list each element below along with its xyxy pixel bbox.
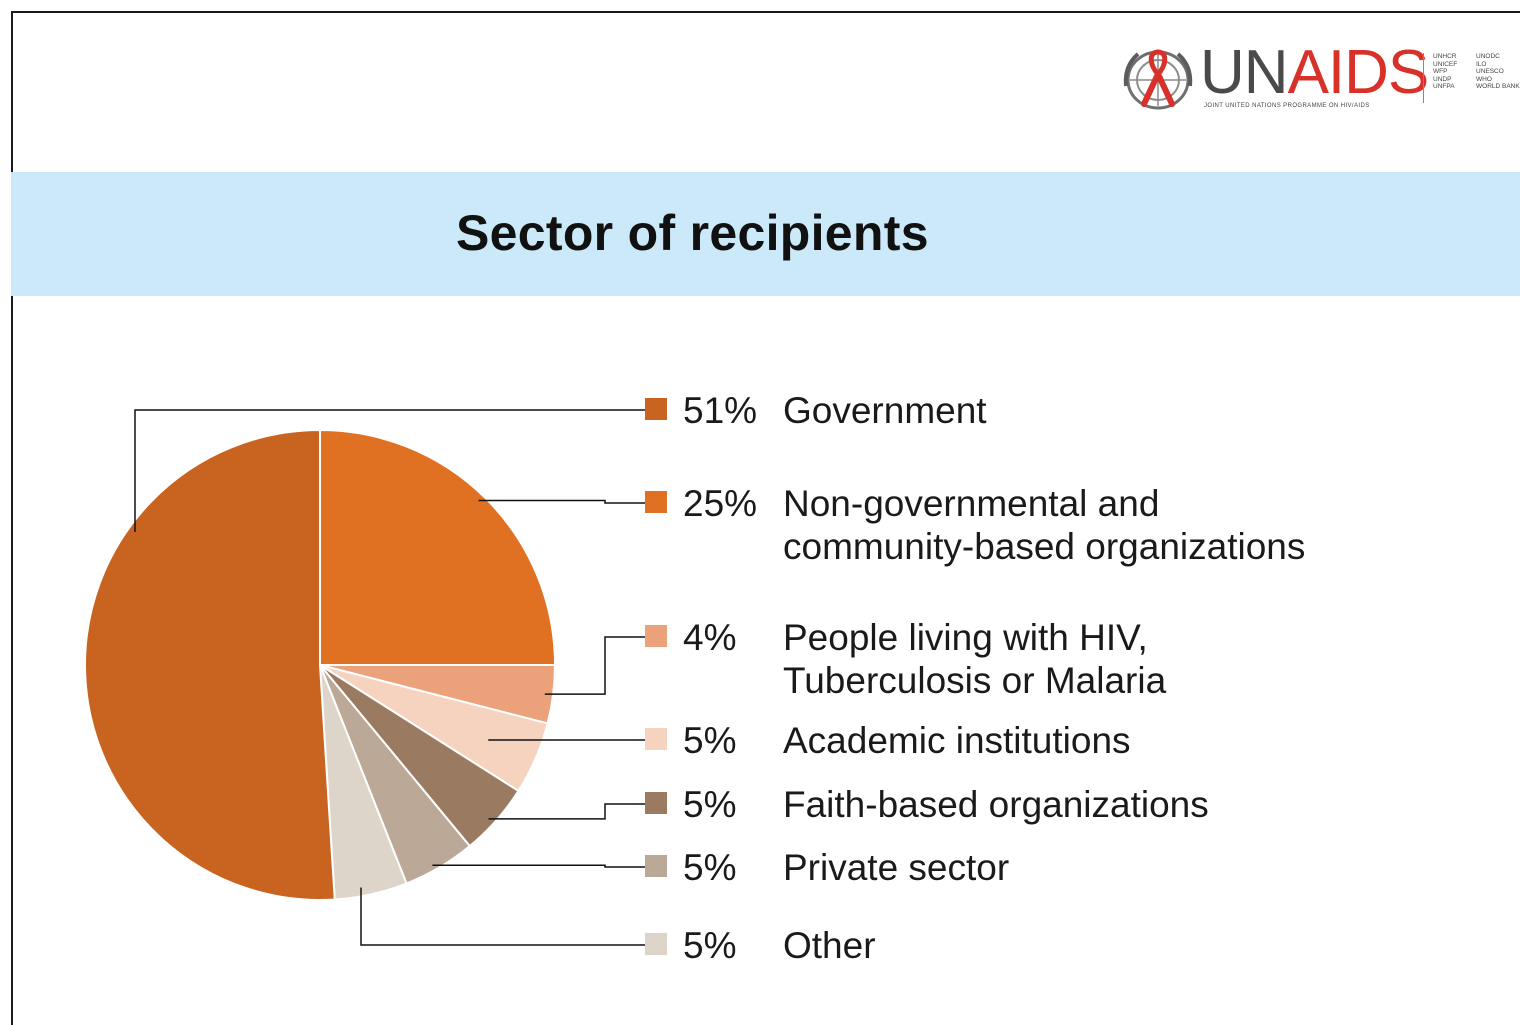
legend-value-other: 5% bbox=[683, 925, 736, 966]
legend-label-academic-institutions: Academic institutions bbox=[783, 720, 1131, 761]
leader-line-people-living-with-hiv-tuberculosis-or-malaria bbox=[544, 636, 645, 695]
legend-value-academic-institutions: 5% bbox=[683, 720, 736, 761]
logo-agencies-col1: UNHCR UNICEF WFP UNDP UNFPA bbox=[1433, 53, 1458, 91]
pie-slice-non-governmental-and-community-based-organizations bbox=[319, 428, 557, 666]
legend-marker-other bbox=[645, 933, 667, 955]
legend-marker-private-sector bbox=[645, 855, 667, 877]
page-title: Sector of recipients bbox=[456, 205, 929, 261]
unaids-wordmark: UNAIDS bbox=[1200, 40, 1429, 107]
logo-divider bbox=[1423, 53, 1424, 103]
legend-value-government: 51% bbox=[683, 390, 757, 431]
legend-marker-faith-based-organizations bbox=[645, 792, 667, 814]
legend-marker-government bbox=[645, 398, 667, 420]
legend-label-other: Other bbox=[783, 925, 876, 966]
legend-value-private-sector: 5% bbox=[683, 847, 736, 888]
legend-marker-people-living-with-hiv-tuberculosis-or-malaria bbox=[645, 625, 667, 647]
red-ribbon-un-emblem-icon bbox=[1123, 49, 1193, 110]
legend-marker-non-governmental-and-community-based-organizations bbox=[645, 491, 667, 513]
pie-slices bbox=[83, 428, 557, 901]
legend-marker-academic-institutions bbox=[645, 728, 667, 750]
legend: 51% Government 25% Non-governmental andcomm… bbox=[645, 390, 1305, 966]
legend-label-people-living-with-hiv-tuberculosis-or-malaria: Tuberculosis or Malaria bbox=[783, 660, 1167, 701]
legend-label-private-sector: Private sector bbox=[783, 847, 1009, 888]
legend-label-government: Government bbox=[783, 390, 987, 431]
leader-lines bbox=[134, 409, 645, 946]
leader-line-other bbox=[360, 887, 645, 946]
legend-value-people-living-with-hiv-tuberculosis-or-malaria: 4% bbox=[683, 617, 736, 658]
legend-value-non-governmental-and-community-based-organizations: 25% bbox=[683, 483, 757, 524]
logo-agencies-col2: UNODC ILO UNESCO WHO WORLD BANK bbox=[1476, 53, 1520, 91]
leader-line-non-governmental-and-community-based-organizations bbox=[478, 499, 645, 504]
legend-label-people-living-with-hiv-tuberculosis-or-malaria: People living with HIV, bbox=[783, 617, 1148, 658]
logo-tagline: JOINT UNITED NATIONS PROGRAMME ON HIV/AI… bbox=[1204, 103, 1370, 109]
leader-line-government bbox=[134, 409, 645, 532]
legend-label-non-governmental-and-community-based-organizations: community-based organizations bbox=[783, 526, 1305, 567]
pie-slice-government bbox=[83, 428, 336, 901]
leader-line-faith-based-organizations bbox=[488, 803, 645, 820]
legend-value-faith-based-organizations: 5% bbox=[683, 784, 736, 825]
legend-label-faith-based-organizations: Faith-based organizations bbox=[783, 784, 1209, 825]
title-band bbox=[11, 172, 1520, 296]
legend-label-non-governmental-and-community-based-organizations: Non-governmental and bbox=[783, 483, 1159, 524]
unaids-logo: UNAIDS JOINT UNITED NATIONS PROGRAMME ON… bbox=[1120, 40, 1520, 120]
leader-line-private-sector bbox=[432, 864, 645, 868]
